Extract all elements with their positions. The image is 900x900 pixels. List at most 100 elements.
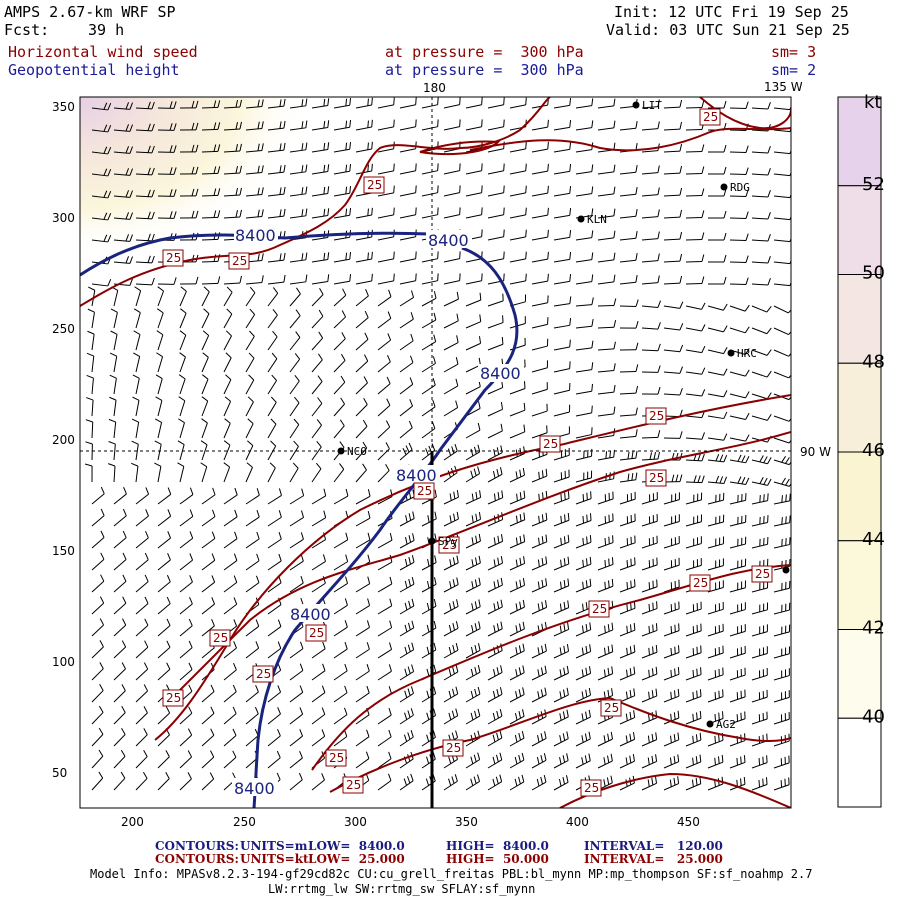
wind-barb [399,730,414,747]
field1-smoothing: sm= 3 [771,43,817,61]
wind-barb [108,441,116,461]
wind-barb [531,251,549,263]
wind-barb [267,287,279,307]
wind-barb [465,444,481,461]
wind-barb [223,575,238,593]
wind-barb [179,286,187,307]
wind-barb [751,305,772,313]
wind-barb [377,185,395,197]
wind-barb [355,751,370,769]
wind-barb [223,374,232,395]
wind-barb [135,750,148,769]
wind-barb [135,574,149,593]
wind-barb [773,437,791,444]
wind-barb [267,274,286,285]
station-label: AG2 [716,718,736,731]
wind-barb [311,510,327,527]
wind-barb [113,234,134,242]
wind-barb [685,188,705,197]
wind-barb [333,641,348,659]
wind-barb [91,749,104,769]
speed-label: 25 [417,484,432,498]
wind-barb [245,685,259,703]
wind-barb [641,623,658,637]
wind-barb [487,774,503,791]
wind-barb [707,100,727,109]
speed-label-box [438,536,460,554]
wind-barb [311,440,322,461]
speed-label-box [413,482,435,500]
wind-barb [223,308,233,329]
wind-barb [597,363,616,373]
wind-barb [289,729,304,747]
wind-barb [135,189,155,198]
wind-barb [245,488,260,505]
wind-barb [245,352,255,373]
wind-barb [663,754,680,769]
speed-label: 25 [604,701,619,715]
wind-barb [751,190,771,198]
wind-barb [641,231,660,241]
wind-barb [377,464,390,483]
wind-barb [91,168,112,177]
wind-barb [663,143,683,153]
wind-barb [223,509,238,527]
wind-barb [355,642,370,659]
wind-barb [531,534,548,549]
colorbar-segment [837,274,882,364]
wind-barb [245,165,264,175]
wind-barb [179,487,194,505]
wind-barb [201,728,215,747]
wind-barb [113,530,127,549]
wind-barb [487,708,503,725]
wind-barb [751,515,769,527]
wind-barb [707,232,727,241]
wind-barb [223,553,238,571]
wind-barb [377,533,393,549]
wind-barb [619,407,638,417]
wind-barb [465,643,481,659]
wind-barb [245,374,255,395]
wind-barb [619,450,638,461]
wind-barb [377,251,395,263]
wind-barb [311,142,330,153]
wind-barb [707,475,728,485]
wind-barb [132,374,140,395]
wind-barb [619,385,639,395]
wind-barb [201,487,216,505]
wind-barb [751,777,768,791]
wind-barb [355,532,371,549]
wind-barb [619,535,636,549]
wind-barb [201,531,216,549]
wind-barb [91,124,112,133]
wind-barb [245,209,264,219]
wind-barb [663,579,680,593]
wind-barb [751,755,768,769]
wind-barb [465,292,482,307]
wind-barb [223,706,237,725]
wind-barb [134,286,142,307]
wind-barb [619,732,636,747]
wind-barb [729,145,749,154]
wind-barb [509,687,525,703]
wind-barb [355,620,370,637]
wind-barb [663,99,683,109]
wind-barb [641,688,658,703]
wind-barb [773,149,791,155]
wind-barb [245,330,255,351]
contour1-units: UNITS=m [240,839,308,853]
height-label: 8400 [396,466,437,485]
wind-barb [663,667,680,681]
wind-barb [487,423,503,439]
wind-barb [311,773,325,791]
wind-barb [157,574,171,593]
wind-barb [773,624,791,637]
speed-label-box [580,779,602,797]
wind-barb [333,554,349,571]
wind-barb [399,97,417,109]
wind-barb [179,553,194,571]
speed-label: 25 [232,254,247,268]
wind-barb [685,536,702,549]
wind-barb [487,97,505,109]
wind-barb [91,102,112,111]
